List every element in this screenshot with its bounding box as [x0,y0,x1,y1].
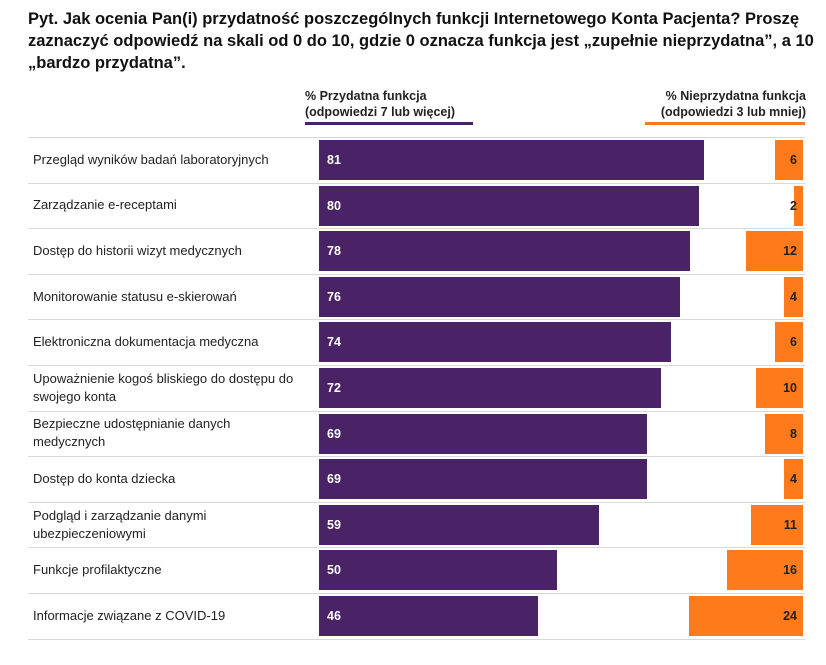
value-label: 6 [790,153,797,167]
row-separator [28,228,805,230]
row-separator [28,182,805,184]
value-label: 12 [783,244,797,259]
category-label: Podgląd i zarządzanie danymi ubezpieczen… [33,507,207,541]
row-separator [28,319,805,321]
bar [746,231,803,272]
bar [689,596,803,636]
bar [755,368,803,408]
value-label: 10 [783,381,797,395]
value-label: 59 [327,517,341,532]
row-separator [28,638,805,640]
bar [319,413,647,454]
bar [319,504,600,545]
value-label: 24 [783,609,797,623]
row-separator [28,365,805,366]
bar [319,596,538,636]
value-label: 69 [327,426,341,441]
value-label: 81 [327,153,341,167]
category-label: Przegląd wyników badań laboratoryjnych [33,151,269,167]
bar [765,413,803,454]
category-label: Elektroniczna dokumentacja medyczna [33,334,259,350]
row-separator [28,501,805,503]
bar [774,322,803,363]
category-label: Upoważnienie kogoś bliskiego do dostępu … [33,370,294,404]
value-label: 4 [790,289,797,304]
value-label: 46 [327,609,341,623]
category-label: Dostęp do konta dziecka [33,470,176,486]
value-label: 72 [327,381,341,395]
bar [319,368,661,408]
bar [319,276,680,317]
bar [750,504,803,545]
row-separator [28,593,805,594]
bar [784,276,803,317]
category-label: Bezpieczne udostępnianie danych medyczny… [33,416,231,450]
value-label: 2 [790,198,797,213]
value-label: 50 [327,563,341,578]
value-label: 8 [790,426,797,441]
row-separator [28,547,805,549]
legend-item: % Nieprzydatna funkcja (odpowiedzi 3 lub… [660,89,806,119]
bar [319,550,557,591]
value-label: 6 [790,335,797,350]
category-label: Monitorowanie statusu e-skierowań [33,288,237,304]
category-label: Informacje związane z COVID-19 [33,607,226,623]
value-label: 11 [783,517,797,532]
bar [784,459,803,500]
legend-line [645,122,805,125]
row-separator [28,137,805,138]
value-label: 78 [327,244,341,259]
legend-line [305,122,473,125]
value-label: 4 [790,472,797,487]
row-separator [28,410,805,412]
value-label: 16 [783,563,797,578]
bar [793,185,803,226]
row-separator [28,456,805,458]
row-separator [28,273,805,275]
bar [319,231,690,272]
category-label: Dostęp do historii wizyt medycznych [33,242,242,258]
bar [319,322,671,363]
bar [727,550,803,591]
category-label: Funkcje profilaktyczne [33,562,162,578]
bar [319,185,699,226]
legend-item: % Przydatna funkcja (odpowiedzi 7 lub wi… [305,89,456,119]
category-label: Zarządzanie e-receptami [33,197,177,213]
bar [319,459,647,500]
bar [319,140,704,180]
value-label: 80 [327,198,341,213]
value-label: 76 [327,289,341,304]
value-label: 69 [327,472,341,487]
bar [774,140,803,180]
chart-title: Pyt. Jak ocenia Pan(i) przydatność poszc… [28,10,814,72]
value-label: 74 [327,335,341,350]
